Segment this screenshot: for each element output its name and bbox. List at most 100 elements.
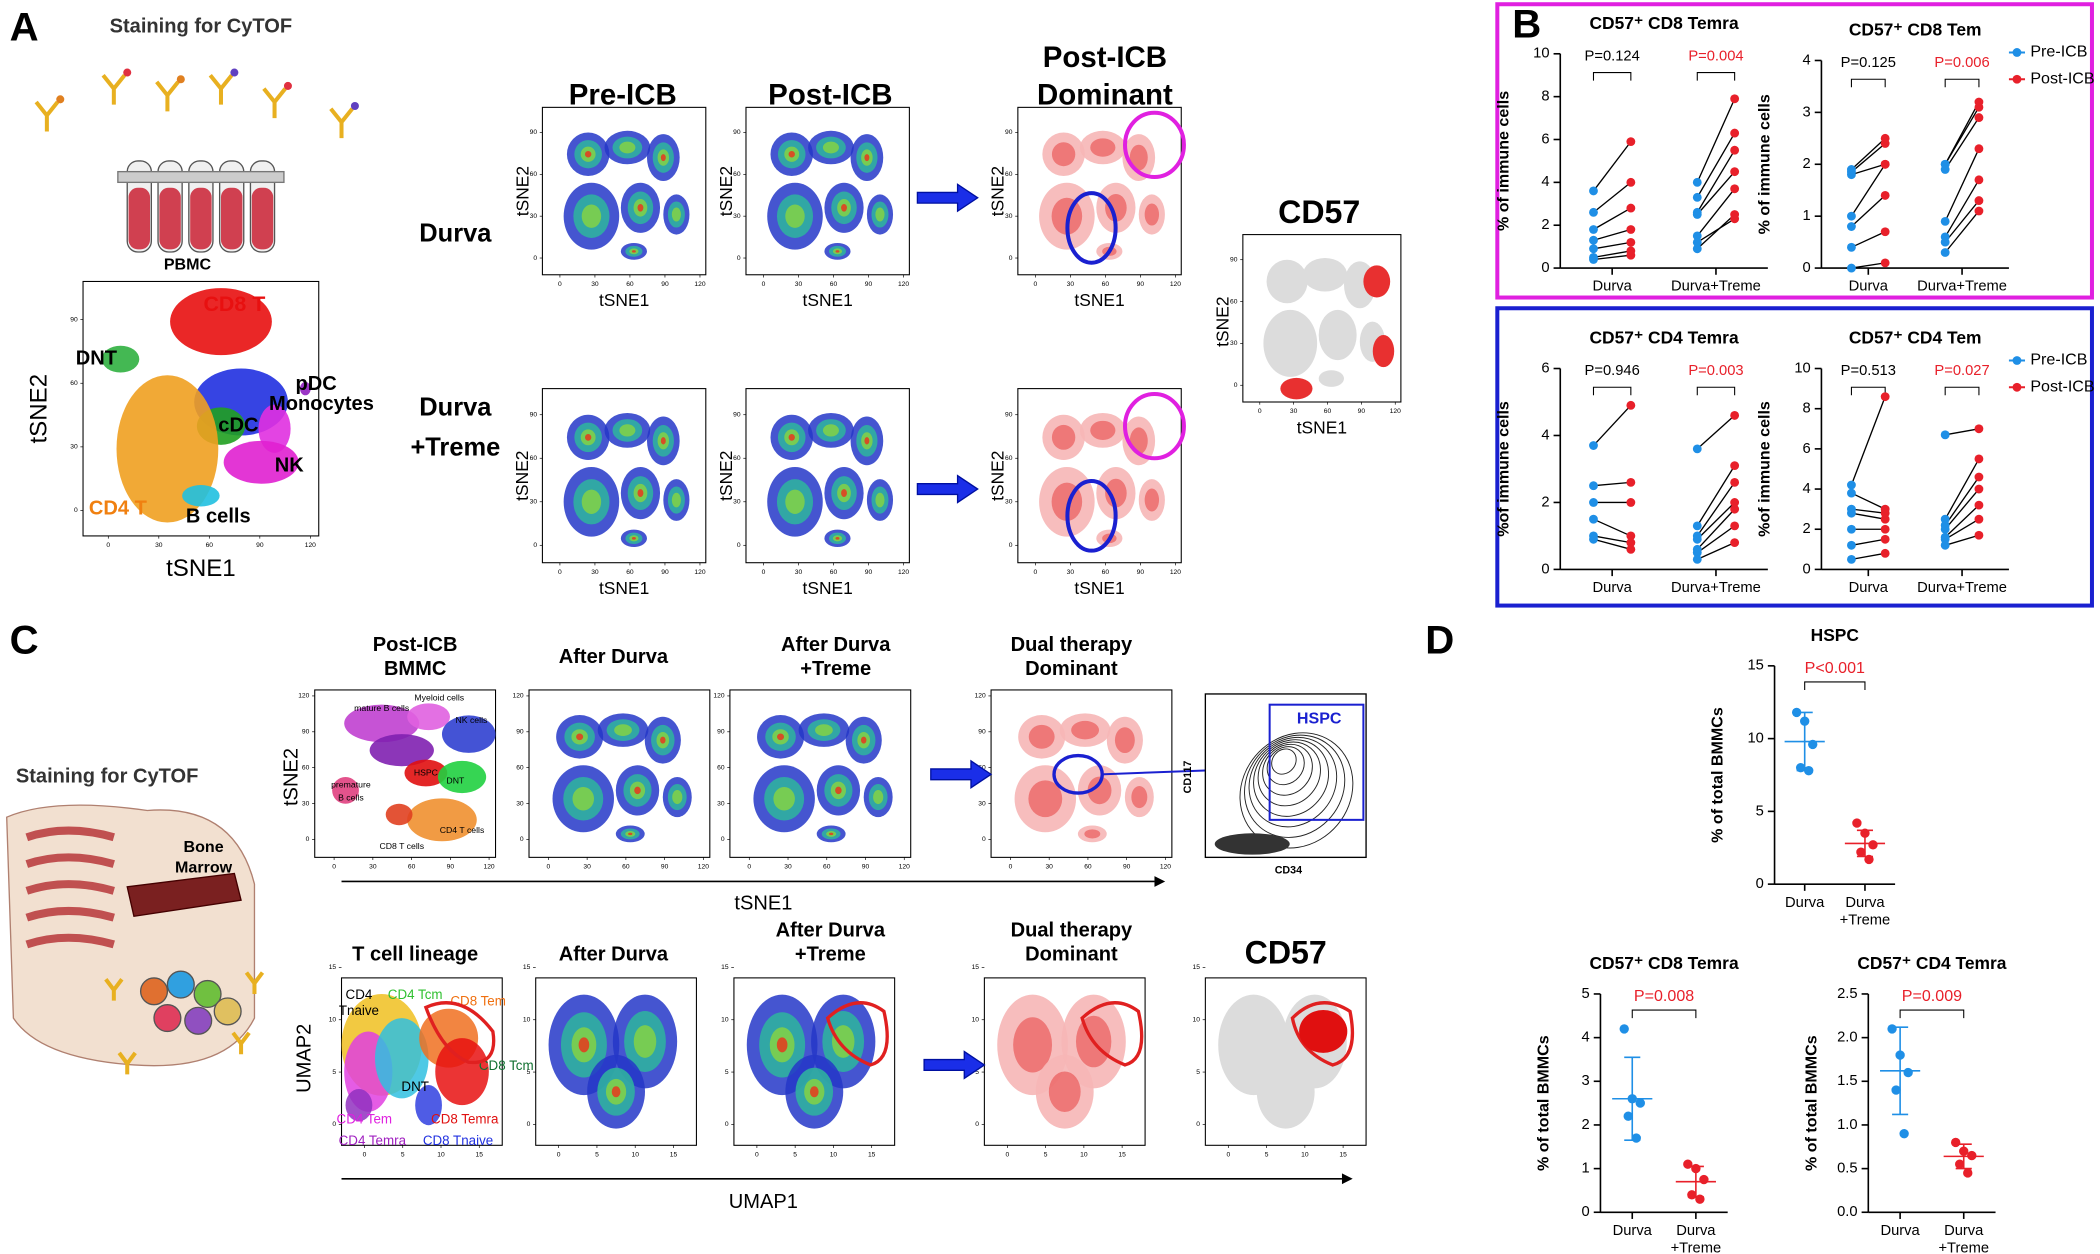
dot xyxy=(1847,211,1856,221)
rib xyxy=(25,906,115,922)
cluster-label: CD8 Tem xyxy=(450,994,506,1009)
cluster-blob xyxy=(773,787,795,811)
dot xyxy=(1692,548,1702,558)
dot xyxy=(1880,534,1890,544)
y-tick-label: 0 xyxy=(533,542,537,549)
antibody-icon xyxy=(34,100,60,132)
dot xyxy=(1730,214,1740,224)
y-tick-label: 0 xyxy=(1803,561,1811,577)
pair-line xyxy=(1696,132,1736,198)
x-tick-label: 30 xyxy=(1290,408,1298,415)
dot xyxy=(1880,139,1890,148)
chart-title: CD57⁺ CD4 Tem xyxy=(1849,328,1982,348)
gate-outline xyxy=(825,1001,889,1067)
rib xyxy=(25,853,115,868)
sig-bracket xyxy=(1804,681,1866,690)
cluster-blob xyxy=(1144,488,1160,512)
x-tick-label-line: +Treme xyxy=(1671,1240,1722,1254)
y-tick-label: 90 xyxy=(1230,256,1238,263)
dot xyxy=(1880,514,1890,524)
sig-bracket xyxy=(1850,78,1886,88)
cell-icon xyxy=(153,1004,182,1033)
dot xyxy=(1589,514,1598,524)
antibody-icon xyxy=(101,73,127,105)
y-tick-label: 1.0 xyxy=(1837,1117,1857,1133)
cluster-blob xyxy=(332,777,359,804)
x-tick-label: 5 xyxy=(1265,1151,1269,1158)
y-tick-label: 30 xyxy=(530,213,538,220)
dot xyxy=(1974,206,1984,216)
cluster-label: Tnaive xyxy=(339,1003,379,1018)
contour xyxy=(1257,741,1321,807)
y-tick-label: 0 xyxy=(1756,876,1764,892)
pair-line xyxy=(1697,542,1735,560)
y-tick-label: 5 xyxy=(725,1069,729,1076)
row-header: +Treme xyxy=(410,434,500,462)
y-tick-label: 10 xyxy=(1747,730,1763,746)
cluster-label: B cells xyxy=(338,793,364,803)
p-value: P=0.006 xyxy=(1934,55,1989,71)
label: Marrow xyxy=(175,858,233,876)
sig-bracket xyxy=(1944,386,1980,396)
rib xyxy=(25,880,115,895)
cluster-blob xyxy=(809,1086,819,1098)
y-tick-label: 6 xyxy=(1541,131,1549,147)
group-box xyxy=(1495,306,2094,608)
gate-circle xyxy=(1122,110,1186,180)
x-tick-label: 30 xyxy=(1045,863,1053,870)
antibody-icon xyxy=(155,80,180,112)
cluster-label: CD4 Tem xyxy=(337,1111,393,1126)
gate-box xyxy=(1268,703,1365,821)
y-tick-label: 30 xyxy=(1005,499,1013,506)
cluster-label: Monocytes xyxy=(269,393,374,415)
cell-icon xyxy=(139,977,169,1006)
pair-line xyxy=(1944,488,1980,530)
cluster-blob xyxy=(1028,780,1063,818)
axis-label: tSNE2 xyxy=(716,451,736,501)
y-axis-label: % of total BMMCs xyxy=(1534,1035,1552,1171)
tube-liquid xyxy=(251,187,274,250)
pair-line xyxy=(1593,535,1631,544)
column-header: +Treme xyxy=(795,943,866,965)
y-tick-label: 5 xyxy=(1582,986,1590,1002)
pair-line xyxy=(1593,250,1631,259)
axis-label: tSNE1 xyxy=(599,290,649,310)
dot xyxy=(1589,225,1598,234)
cluster-blob xyxy=(619,424,636,437)
x-tick-label: 5 xyxy=(1044,1151,1048,1158)
dot xyxy=(1730,498,1740,507)
cd57-blob xyxy=(1363,265,1391,298)
axis-label: tSNE1 xyxy=(803,578,853,598)
gate-outline xyxy=(423,1001,496,1065)
axis-label: tSNE1 xyxy=(803,290,853,310)
axis-label: tSNE2 xyxy=(280,748,302,806)
y-tick-label: 60 xyxy=(733,455,741,462)
dot xyxy=(1847,242,1856,252)
x-tick-label: 15 xyxy=(1118,1151,1126,1158)
y-tick-label: 120 xyxy=(713,693,724,700)
dot xyxy=(1940,248,1950,257)
x-tick-label: 5 xyxy=(793,1151,797,1158)
dot xyxy=(1692,444,1702,454)
dot xyxy=(1626,538,1636,548)
y-tick-label: 90 xyxy=(1005,411,1013,418)
pair-line xyxy=(1850,137,1886,170)
dot xyxy=(1963,1168,1973,1178)
x-tick-label: 0 xyxy=(755,1151,759,1158)
x-tick-label: 90 xyxy=(1358,408,1366,415)
pair-line xyxy=(1851,492,1886,510)
pair-line xyxy=(1850,143,1886,173)
cluster-blob xyxy=(785,489,805,514)
y-tick-label: 15 xyxy=(1747,658,1763,674)
dot xyxy=(1974,196,1984,206)
antibody-icon xyxy=(208,73,234,105)
pair-line xyxy=(1593,207,1632,231)
dot xyxy=(1730,504,1740,514)
contour xyxy=(1248,736,1338,828)
cluster-blob xyxy=(633,1025,657,1058)
x-tick-label: 90 xyxy=(447,863,455,870)
flow-frame xyxy=(1204,693,1367,859)
y-tick-label: 0 xyxy=(1234,382,1238,389)
dot xyxy=(1627,1094,1637,1104)
dot xyxy=(1880,524,1890,534)
